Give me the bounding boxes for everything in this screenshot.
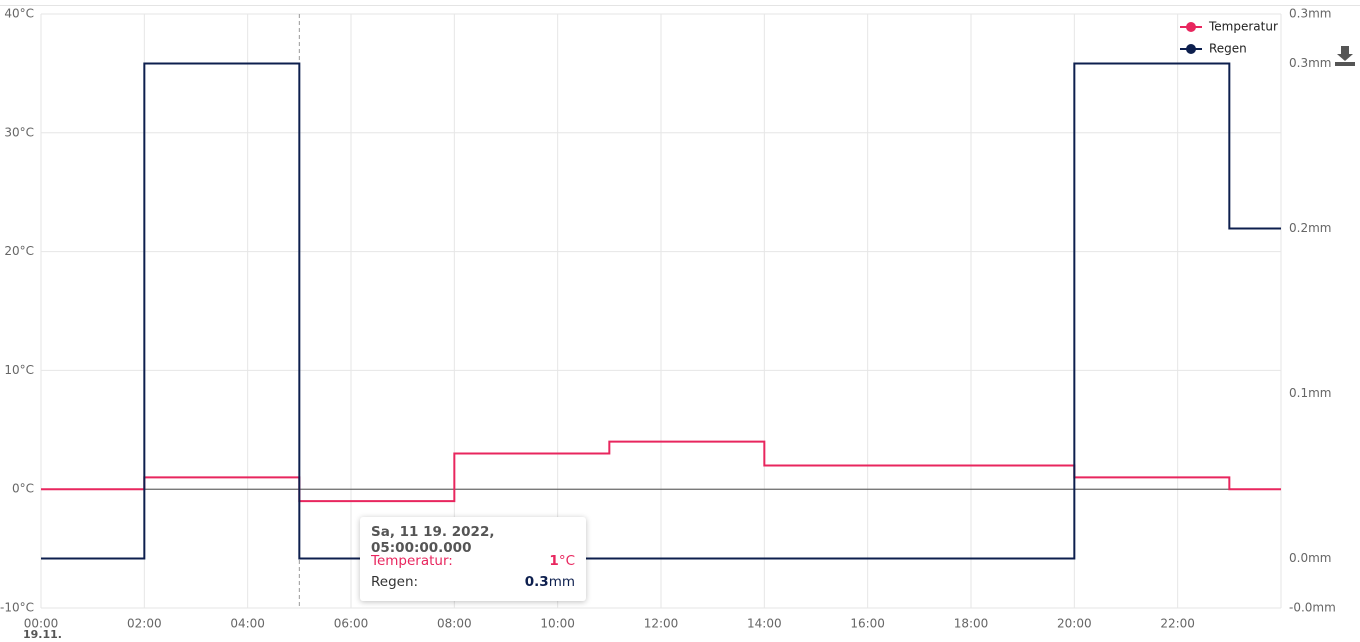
y-tick-label: 10°C <box>4 363 34 377</box>
y2-tick-label: 0.3mm <box>1289 56 1331 70</box>
y2-tick-label: 0.2mm <box>1289 221 1331 235</box>
legend-marker <box>1186 44 1196 54</box>
tooltip-value: 0.3 <box>524 573 549 590</box>
x-tick-label: 02:00 <box>127 617 162 631</box>
y2-tick-label: 0.3mm <box>1289 7 1331 21</box>
tooltip-value: 1 <box>549 552 559 569</box>
y-tick-label: 40°C <box>4 7 34 21</box>
legend-label: Temperatur <box>1208 20 1278 34</box>
tooltip-unit: mm <box>548 573 575 590</box>
x-tick-label: 10:00 <box>540 617 575 631</box>
x-tick-label: 06:00 <box>334 617 369 631</box>
tooltip-title-row: Sa, 11 19. 2022, 05:00:00.000 <box>371 524 575 556</box>
x-tick-label: 18:00 <box>954 617 989 631</box>
icon-part <box>1335 62 1355 66</box>
tooltip-title: Sa, 11 19. 2022, 05:00:00.000 <box>371 523 495 556</box>
x-tick-label: 14:00 <box>747 617 782 631</box>
x-tick-label: 22:00 <box>1160 617 1195 631</box>
y-tick-label: 0°C <box>12 482 34 496</box>
x-tick-label: 00:00 <box>24 617 59 631</box>
tooltip-value-group: 1°C <box>549 553 575 569</box>
icon-part <box>1341 46 1349 54</box>
tooltip-label: Regen: <box>371 573 419 590</box>
x-tick-label: 12:00 <box>644 617 679 631</box>
download-icon[interactable] <box>1335 46 1355 66</box>
legend-label: Regen <box>1209 42 1247 56</box>
legend-marker <box>1186 22 1196 32</box>
tooltip: Sa, 11 19. 2022, 05:00:00.000 Temperatur… <box>360 517 586 601</box>
y-tick-label: 30°C <box>4 125 34 139</box>
tooltip-value-group: 0.3mm <box>525 574 575 590</box>
tooltip-row: Regen: 0.3mm <box>371 571 575 592</box>
x-tick-label: 08:00 <box>437 617 472 631</box>
x-date-label: 19.11. <box>23 628 62 641</box>
y2-tick-label: -0.0mm <box>1289 601 1336 615</box>
icon-part <box>1337 54 1353 61</box>
x-tick-label: 04:00 <box>230 617 265 631</box>
tooltip-label: Temperatur: <box>371 552 453 569</box>
grid <box>40 13 1282 609</box>
tooltip-row: Temperatur: 1°C <box>371 550 575 571</box>
y2-tick-label: 0.1mm <box>1289 386 1331 400</box>
y-tick-label: -10°C <box>0 601 34 615</box>
y-tick-label: 20°C <box>4 244 34 258</box>
y2-tick-label: 0.0mm <box>1289 551 1331 565</box>
series-line <box>41 62 1281 560</box>
x-tick-label: 16:00 <box>850 617 885 631</box>
tooltip-unit: °C <box>558 552 575 569</box>
x-tick-label: 20:00 <box>1057 617 1092 631</box>
